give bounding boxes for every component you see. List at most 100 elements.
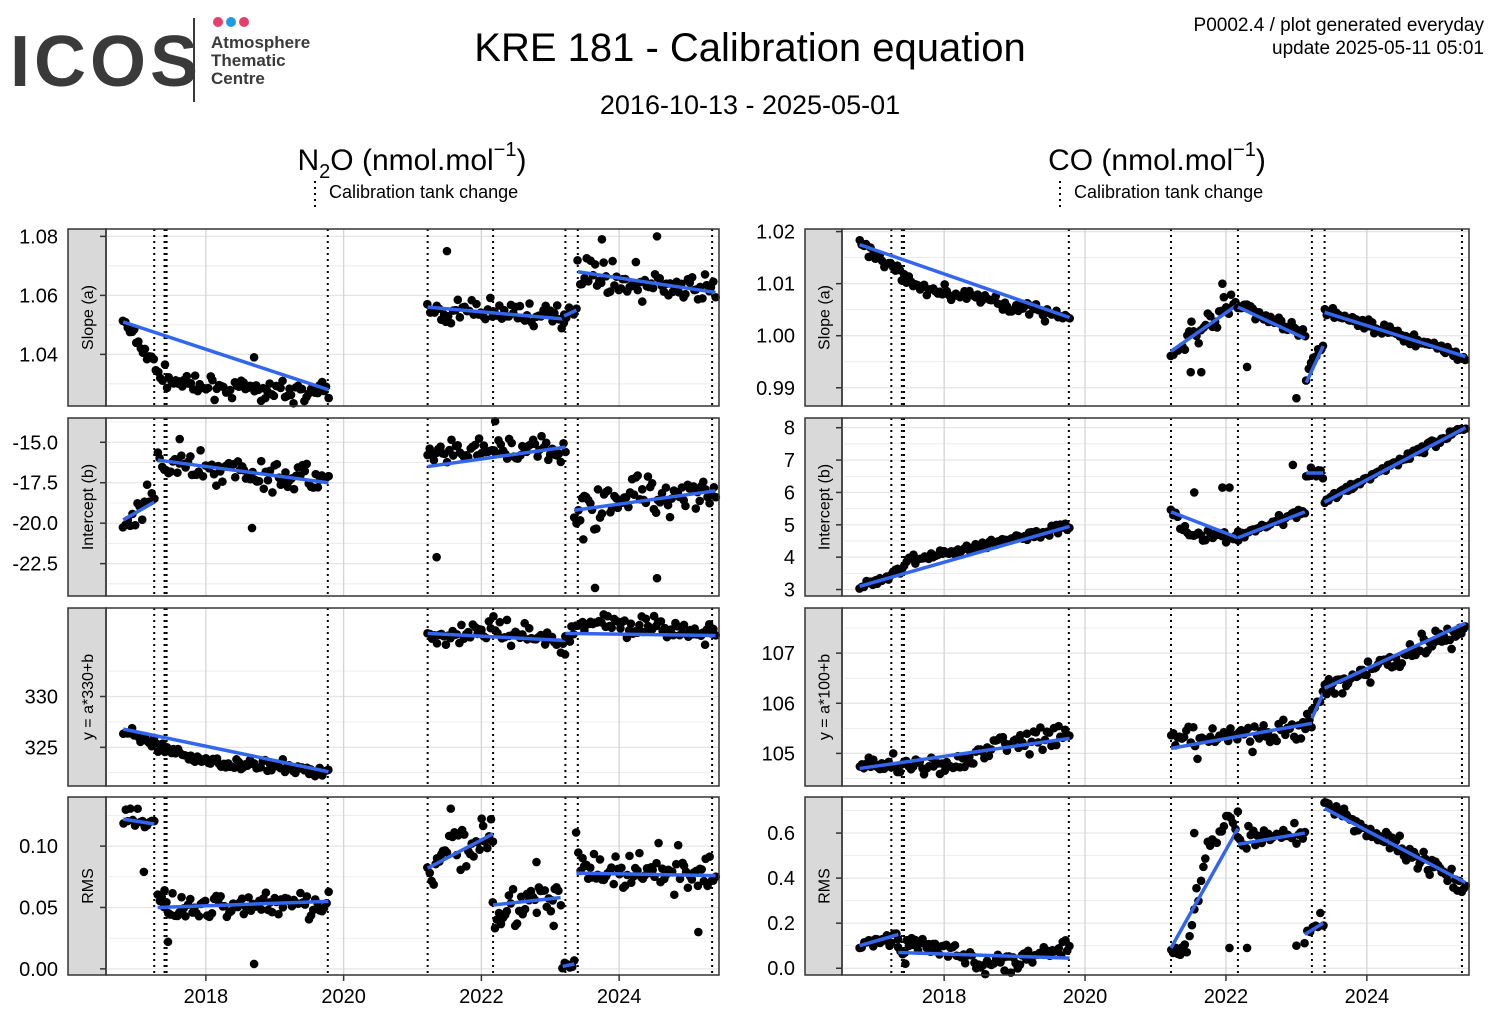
data-point	[313, 482, 323, 492]
data-point	[607, 863, 616, 872]
data-point	[1189, 722, 1198, 732]
data-point	[593, 485, 603, 494]
data-point	[940, 280, 949, 289]
data-point	[960, 958, 970, 968]
data-point	[137, 515, 147, 524]
data-point	[474, 434, 484, 443]
data-point	[665, 512, 675, 522]
data-point	[436, 442, 445, 451]
data-point	[308, 905, 318, 915]
data-point	[1065, 941, 1074, 951]
data-point	[546, 906, 556, 916]
data-point	[1054, 943, 1064, 953]
y-tick-label: 0.99	[756, 378, 795, 400]
logo-wordmark: ICOS	[10, 22, 202, 102]
y-tick-label: 107	[762, 643, 795, 665]
data-point	[656, 617, 666, 626]
data-point	[603, 611, 613, 621]
data-point	[1425, 870, 1434, 879]
data-point	[595, 855, 605, 864]
panel-strip	[67, 607, 107, 787]
data-point	[478, 821, 488, 831]
data-point	[1254, 832, 1264, 841]
data-point	[559, 438, 568, 448]
data-point	[1248, 747, 1257, 757]
data-point	[631, 257, 641, 267]
panel-strip	[804, 607, 843, 787]
data-point	[265, 379, 274, 388]
data-point	[182, 371, 192, 381]
data-point-outlier	[549, 921, 558, 931]
trend-line	[1323, 621, 1467, 690]
data-point	[584, 276, 593, 286]
data-point	[709, 277, 718, 286]
data-point	[705, 498, 714, 508]
data-point-outlier	[1292, 393, 1301, 403]
trend-line	[1170, 510, 1239, 540]
data-point	[229, 763, 239, 772]
data-point	[1300, 938, 1309, 948]
data-point	[626, 619, 636, 628]
logo-dot-blue	[226, 17, 236, 27]
data-point	[289, 484, 299, 494]
data-point	[554, 886, 563, 896]
data-point	[1316, 908, 1325, 918]
data-point	[149, 354, 159, 364]
trend-line	[1303, 921, 1325, 936]
trend-line	[576, 871, 716, 878]
data-point	[648, 865, 657, 875]
y-tick-label: -15.0	[12, 432, 58, 454]
data-point	[278, 376, 287, 386]
x-tick-label: 2020	[321, 986, 366, 1008]
data-point	[490, 923, 500, 933]
data-point	[1367, 318, 1377, 327]
data-point-outlier	[1225, 943, 1234, 953]
data-point	[477, 814, 486, 823]
trend-line	[563, 308, 578, 318]
panel-border	[105, 417, 720, 597]
data-point	[1298, 325, 1308, 334]
data-point	[693, 881, 703, 891]
data-point	[502, 615, 512, 625]
data-point	[207, 909, 217, 918]
y-tick-label: -17.5	[12, 473, 58, 495]
data-point	[1025, 750, 1034, 759]
data-point-outlier	[249, 959, 259, 969]
trend-line	[427, 445, 566, 469]
y-tick-label: 325	[25, 737, 58, 759]
data-point-outlier	[442, 246, 452, 256]
data-point-outlier	[652, 573, 662, 583]
data-point	[617, 863, 626, 873]
data-point	[190, 371, 200, 380]
meta-line2: update 2025-05-11 05:01	[1272, 38, 1484, 59]
data-point	[556, 457, 566, 467]
data-point	[429, 880, 439, 889]
panel-strip-label: Intercept (b)	[80, 464, 97, 550]
data-point	[1254, 734, 1264, 743]
data-point	[1219, 292, 1229, 302]
data-point-outlier	[1189, 488, 1199, 497]
y-tick-label: 5	[784, 515, 795, 537]
y-tick-label: 330	[25, 686, 58, 708]
y-tick-label: 1.01	[756, 274, 795, 296]
data-point	[142, 480, 152, 489]
y-tick-label: 7	[784, 450, 795, 472]
data-point	[687, 875, 697, 884]
data-point	[695, 496, 705, 506]
data-point	[888, 749, 898, 758]
data-point	[1028, 958, 1037, 967]
x-tick-label: 2022	[1204, 986, 1249, 1008]
data-point	[575, 516, 585, 525]
data-point	[1180, 345, 1190, 354]
data-point	[603, 486, 613, 495]
data-point	[699, 477, 708, 487]
data-point	[429, 455, 439, 465]
data-point	[489, 611, 498, 621]
data-point	[1250, 722, 1259, 731]
y-tick-label: 1.08	[19, 226, 58, 248]
data-point	[1233, 807, 1243, 816]
data-point	[524, 623, 534, 633]
data-point	[272, 459, 282, 469]
trend-line	[122, 500, 156, 522]
trend-line	[1324, 310, 1467, 359]
